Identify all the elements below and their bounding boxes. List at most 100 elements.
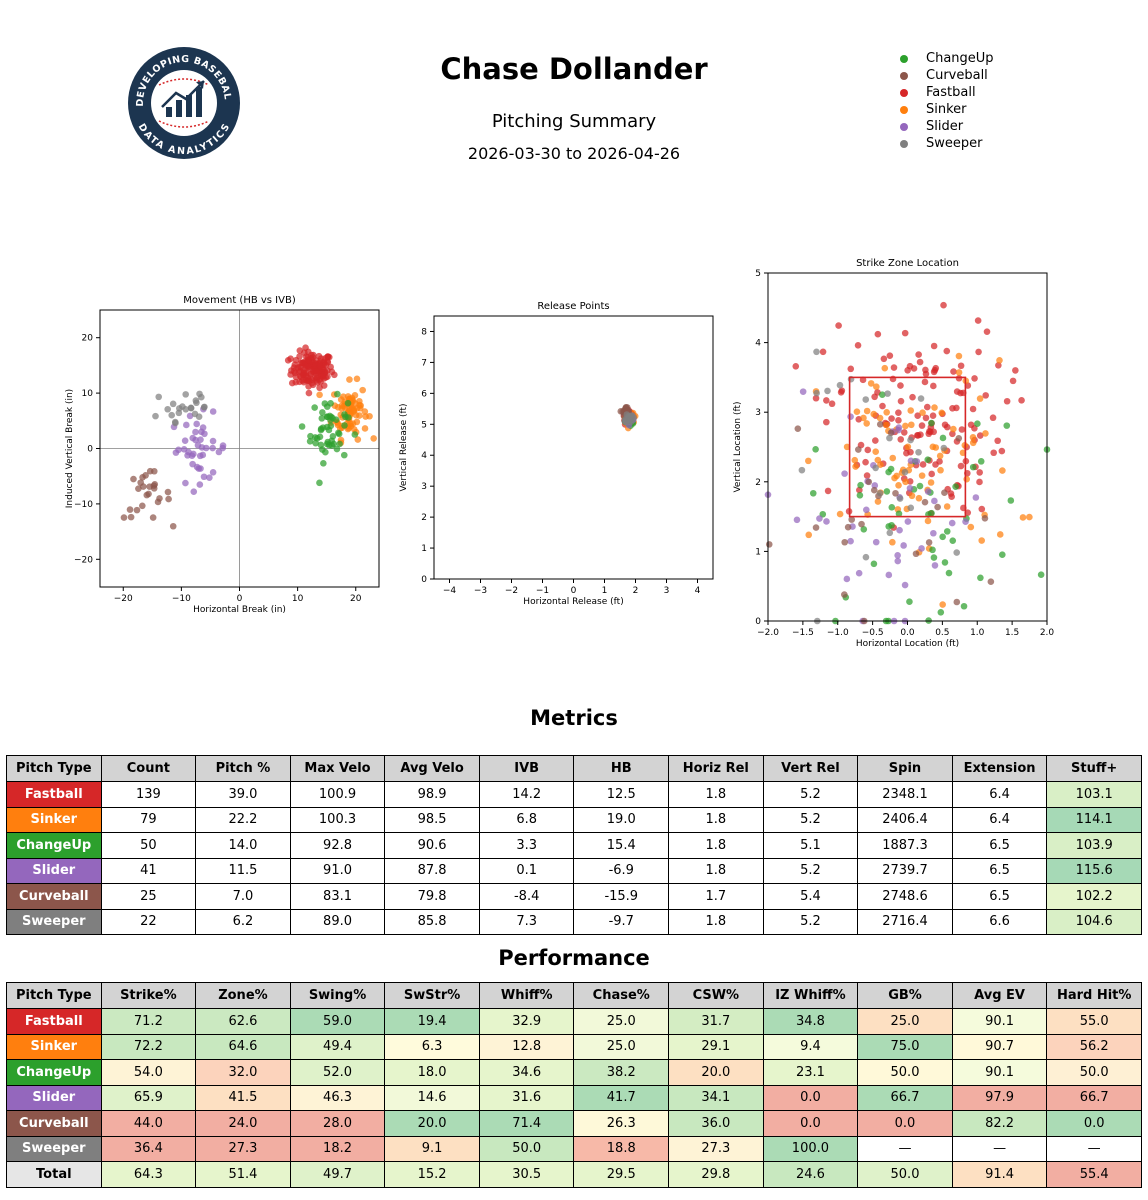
column-header: Avg EV (951, 982, 1048, 1009)
point-curveball (139, 502, 146, 510)
performance-table: Pitch Type Strike% Zone% Swing% SwStr% Whiff%… (6, 982, 1142, 1188)
point-slider (816, 515, 823, 522)
point-slider (841, 470, 848, 477)
column-header: Zone% (195, 982, 291, 1009)
point-sinker (350, 406, 358, 413)
point-slider (907, 457, 915, 465)
point-changeup (334, 390, 341, 398)
point-fastball (994, 437, 1001, 445)
point-fastball (943, 347, 951, 355)
table-cell: 29.1 (668, 1033, 764, 1060)
table-cell: 1.8 (668, 806, 764, 833)
chart-title: Movement (HB vs IVB) (183, 295, 296, 306)
point-fastball (872, 437, 879, 444)
table-cell: 29.8 (668, 1161, 764, 1188)
point-fastball (982, 392, 990, 399)
point-fastball (309, 381, 317, 389)
point-sweeper (201, 403, 208, 411)
table-cell: 100.3 (289, 806, 386, 833)
point-fastball (895, 409, 902, 417)
table-cell: 25.0 (857, 1008, 953, 1035)
point-sweeper (886, 529, 894, 537)
table-cell: 39.0 (195, 781, 291, 808)
y-axis-label: Induced Vertical Break (in) (65, 389, 75, 508)
x-tick-label: −10 (172, 594, 191, 604)
point-fastball (863, 472, 871, 479)
point-sinker (340, 393, 347, 400)
legend-marker (900, 54, 908, 63)
point-fastball (322, 361, 330, 369)
point-changeup (1003, 422, 1011, 429)
point-curveball (987, 578, 995, 586)
point-fastball (900, 429, 908, 436)
point-fastball (976, 432, 984, 439)
y-tick-label: 5 (421, 420, 427, 430)
point-changeup (317, 426, 325, 434)
point-slider (872, 538, 880, 546)
point-fastball (838, 387, 846, 394)
table-row: Curveball 44.0 24.0 28.0 20.0 71.4 26.3 36.0 0.0… (6, 1110, 1142, 1137)
y-tick-label: 1 (755, 547, 761, 557)
table-cell: 114.1 (1046, 806, 1142, 833)
table-cell: 6.5 (951, 883, 1048, 910)
table-cell: 7.3 (478, 908, 575, 935)
table-cell: 46.3 (289, 1084, 386, 1111)
table-row: Fastball 71.2 62.6 59.0 19.4 32.9 25.0 31.7 34.8… (6, 1008, 1142, 1035)
table-cell: -8.4 (478, 883, 575, 910)
table-row: Curveball 25 7.0 83.1 79.8 -8.4 -15.9 1.7 5.4 274… (6, 883, 1142, 910)
point-changeup (316, 479, 323, 487)
point-sinker (927, 479, 935, 486)
table-cell: 2716.4 (857, 908, 953, 935)
point-curveball (169, 522, 177, 530)
table-cell: 0.0 (1046, 1110, 1142, 1137)
column-header: Hard Hit% (1046, 982, 1142, 1009)
pitch-type-cell: Sweeper (6, 908, 102, 935)
table-cell: 66.7 (857, 1084, 953, 1111)
table-row: Slider 41 11.5 91.0 87.8 0.1 -6.9 1.8 5.2 2739.7 6… (6, 857, 1142, 884)
table-row: Sinker 79 22.2 100.3 98.5 6.8 19.0 1.8 5.2 2406.4… (6, 806, 1142, 833)
table-cell: 25 (100, 883, 197, 910)
table-cell: 41.5 (195, 1084, 291, 1111)
point-changeup (928, 419, 935, 427)
table-cell: 2748.6 (857, 883, 953, 910)
point-slider (206, 474, 213, 481)
column-header: IZ Whiff% (762, 982, 859, 1009)
point-sinker (908, 492, 916, 500)
point-slider (202, 444, 210, 452)
point-fastball (824, 487, 832, 495)
y-tick-label: −10 (74, 500, 93, 510)
point-fastball (930, 342, 938, 350)
point-sinker (918, 472, 926, 479)
x-tick-label: −2.0 (757, 628, 779, 638)
pitch-type-cell: Slider (6, 1084, 102, 1111)
table-cell: 54.0 (100, 1059, 197, 1086)
point-changeup (930, 554, 938, 561)
column-header: Swing% (289, 982, 386, 1009)
point-sinker (924, 517, 932, 525)
table-cell: 34.8 (762, 1008, 859, 1035)
point-fastball (888, 415, 895, 422)
point-fastball (895, 417, 902, 424)
point-curveball (858, 520, 865, 528)
table-cell: 23.1 (762, 1059, 859, 1086)
column-header: IVB (478, 755, 575, 782)
point-sinker (354, 436, 362, 443)
table-cell: 15.2 (384, 1161, 480, 1188)
point-sinker (978, 537, 986, 544)
table-row: Sweeper 22 6.2 89.0 85.8 7.3 -9.7 1.8 5.2 2716.4 6… (6, 908, 1142, 935)
table-cell: 12.8 (478, 1033, 575, 1060)
column-header: CSW% (668, 982, 764, 1009)
point-slider (209, 469, 217, 476)
point-fastball (874, 330, 882, 338)
point-fastball (919, 461, 927, 468)
point-sweeper (917, 395, 925, 402)
legend-item-changeup: ChangeUp (900, 50, 994, 67)
table-cell: 27.3 (668, 1135, 764, 1162)
point-curveball (841, 538, 849, 546)
point-fastball (958, 426, 966, 433)
point-fastball (879, 402, 886, 410)
legend-marker (900, 139, 908, 148)
point-changeup (870, 560, 878, 568)
table-cell: 89.0 (289, 908, 386, 935)
point-sinker (907, 407, 915, 414)
